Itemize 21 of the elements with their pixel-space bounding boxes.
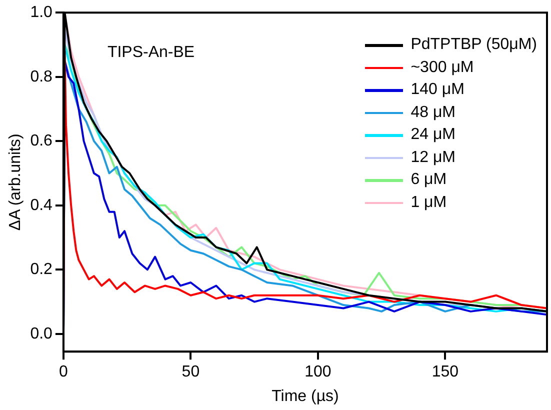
x-tick-label: 150 <box>432 364 459 381</box>
legend-label: 140 μM <box>410 80 464 100</box>
y-tick-label: 1.0 <box>30 4 53 22</box>
x-axis-title: Time (µs) <box>272 388 339 405</box>
legend-label: ~300 μM <box>410 58 474 78</box>
y-tick-label: 0.8 <box>30 68 53 86</box>
x-tick-label: 100 <box>304 364 332 381</box>
y-tick-label: 0.4 <box>30 196 53 214</box>
legend-label: 12 μM <box>410 148 456 168</box>
legend-label: 1 μM <box>410 192 447 212</box>
y-tick-label: 0.2 <box>30 261 53 278</box>
legend-label: 48 μM <box>410 102 456 122</box>
y-tick-label: 0.0 <box>30 325 53 342</box>
y-tick-label: 0.6 <box>30 132 53 150</box>
y-axis-title: ΔA (arb.units) <box>7 134 24 231</box>
x-tick-label: 50 <box>182 364 200 381</box>
legend-label: 24 μM <box>410 125 456 145</box>
annotation: TIPS-An-BE <box>107 44 195 62</box>
legend-label: PdTPTBP (50μM) <box>410 35 537 55</box>
legend-label: 6 μM <box>410 170 447 190</box>
x-tick-label: 0 <box>58 364 68 381</box>
